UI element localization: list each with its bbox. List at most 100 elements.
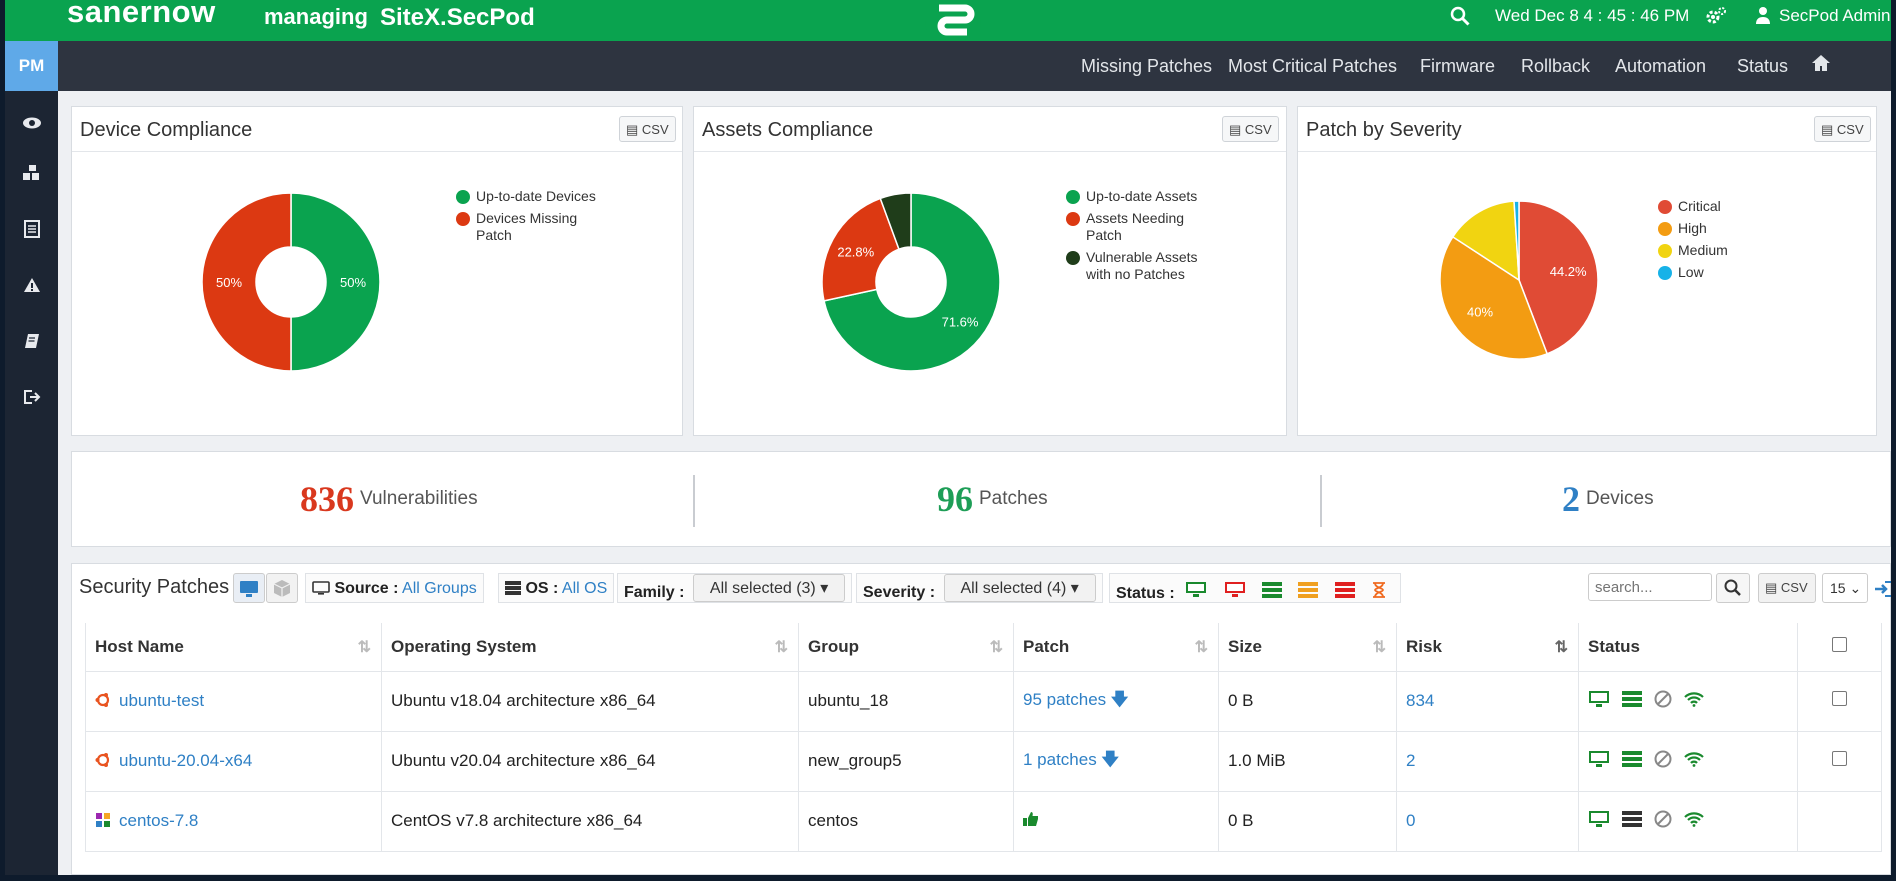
row-checkbox[interactable] [1832,691,1847,706]
search-button[interactable] [1716,573,1750,603]
nav-missing-patches[interactable]: Missing Patches [1081,56,1213,76]
pie-slice[interactable] [201,192,292,372]
patch-count-link[interactable]: 1 patches [1023,749,1097,769]
monitor-online-icon[interactable] [1588,810,1610,828]
legend-item[interactable]: Medium [1658,242,1728,259]
site-name[interactable]: SiteX.SecPod [380,4,535,31]
pm-module[interactable]: PM [5,41,58,91]
pie-slice[interactable] [290,192,381,372]
arrow-down-icon[interactable]: 🡇 [1101,749,1119,769]
pie-slice[interactable] [879,192,912,251]
column-header-os[interactable]: Operating System ⇅ [381,623,799,672]
sort-icon[interactable]: ⇅ [1372,639,1386,656]
legend-item[interactable]: Critical [1658,198,1728,215]
page-size-select[interactable]: 15 ⌄ [1822,573,1868,603]
cubes-icon[interactable] [5,148,58,198]
legend-item[interactable]: Assets Needing Patch [1066,210,1201,244]
source-value[interactable]: All Groups [402,580,477,597]
list-icon[interactable] [5,204,58,254]
nav-status[interactable]: Status [1737,56,1789,76]
server-status-icon[interactable] [1622,690,1642,708]
family-filter[interactable]: Family : All selected (3) ▾ [617,573,853,603]
home-icon[interactable] [1811,54,1831,77]
host-link[interactable]: centos-7.8 [119,811,199,830]
ban-icon[interactable] [1654,810,1672,828]
pie-slice[interactable] [821,197,900,302]
severity-dropdown[interactable]: All selected (4) ▾ [943,574,1096,602]
sort-desc-icon[interactable]: ⇅ [1554,639,1568,656]
wifi-icon[interactable] [1684,811,1704,827]
patch-count-link[interactable]: 95 patches [1023,689,1107,709]
risk-link[interactable]: 834 [1406,691,1435,710]
column-header-size[interactable]: Size ⇅ [1218,623,1397,672]
column-header-select[interactable] [1797,623,1882,672]
risk-link[interactable]: 0 [1406,811,1416,830]
row-checkbox[interactable] [1832,751,1847,766]
family-dropdown[interactable]: All selected (3) ▾ [692,574,846,602]
server-status-icon[interactable] [1622,810,1642,828]
nav-most-critical-patches[interactable]: Most Critical Patches [1228,56,1398,76]
severity-filter[interactable]: Severity : All selected (4) ▾ [856,573,1103,603]
status-offline-monitor-icon[interactable] [1224,582,1246,603]
status-server-orange-icon[interactable] [1298,582,1319,603]
user-name[interactable]: SecPod Admin [1779,6,1891,25]
devices-stat[interactable]: 2 Devices [1562,478,1654,520]
sign-out-icon[interactable] [5,372,58,422]
search-input[interactable] [1588,573,1712,601]
csv-button[interactable]: ▤ CSV [619,116,676,142]
nav-automation[interactable]: Automation [1615,56,1707,76]
column-header-group[interactable]: Group ⇅ [798,623,1014,672]
search-icon[interactable] [1450,6,1472,28]
select-all-checkbox[interactable] [1832,636,1847,652]
pie-slice[interactable] [1451,200,1520,282]
ban-icon[interactable] [1654,690,1672,708]
status-filter[interactable]: Status : [1109,573,1401,603]
column-header-risk[interactable]: Risk ⇅ [1396,623,1579,672]
server-status-icon[interactable] [1622,750,1642,768]
eye-icon[interactable] [5,98,58,148]
sign-in-icon[interactable] [1874,580,1891,603]
os-value[interactable]: All OS [561,580,608,597]
csv-button[interactable]: ▤ CSV [1814,116,1871,142]
monitor-online-icon[interactable] [1588,690,1610,708]
column-header-patch[interactable]: Patch ⇅ [1013,623,1219,672]
vulnerabilities-stat[interactable]: 836 Vulnerabilities [300,478,478,520]
host-link[interactable]: ubuntu-20.04-x64 [119,751,253,770]
sort-icon[interactable]: ⇅ [774,639,788,656]
legend-item[interactable]: Vulnerable Assets with no Patches [1066,249,1211,283]
pie-slice[interactable] [823,192,1001,372]
risk-link[interactable]: 2 [1406,751,1416,770]
os-filter[interactable]: OS : All OS [498,573,615,603]
status-hourglass-icon[interactable] [1371,582,1387,603]
legend-item[interactable]: High [1658,220,1728,237]
column-header-host[interactable]: Host Name ⇅ [85,623,382,672]
patches-stat[interactable]: 96 Patches [937,478,1048,520]
book-icon[interactable] [5,316,58,366]
warning-icon[interactable] [5,260,58,310]
arrow-down-icon[interactable]: 🡇 [1110,689,1129,709]
column-header-status[interactable]: Status [1578,623,1798,672]
wifi-icon[interactable] [1684,751,1704,767]
nav-rollback[interactable]: Rollback [1521,56,1591,76]
host-link[interactable]: ubuntu-test [119,691,205,710]
status-server-green-icon[interactable] [1262,582,1283,603]
source-filter[interactable]: Source : All Groups [305,573,484,603]
legend-item[interactable]: Up-to-date Assets [1066,188,1211,205]
cube-view-icon[interactable] [266,573,298,603]
pie-slice[interactable] [1439,235,1549,360]
csv-button[interactable]: ▤ CSV [1222,116,1279,142]
legend-item[interactable]: Up-to-date Devices [456,188,596,205]
nav-firmware[interactable]: Firmware [1420,56,1495,76]
ban-icon[interactable] [1654,750,1672,768]
legend-item[interactable]: Low [1658,264,1728,281]
status-online-monitor-icon[interactable] [1185,582,1207,603]
monitor-online-icon[interactable] [1588,750,1610,768]
sort-icon[interactable]: ⇅ [1194,639,1208,656]
desktop-view-icon[interactable] [233,573,265,603]
sort-icon[interactable]: ⇅ [357,639,371,656]
legend-item[interactable]: Devices Missing Patch [456,210,581,244]
csv-button[interactable]: ▤ CSV [1758,573,1816,603]
pie-slice[interactable] [1513,200,1520,281]
cogs-icon[interactable] [1705,6,1727,28]
sort-icon[interactable]: ⇅ [989,639,1003,656]
